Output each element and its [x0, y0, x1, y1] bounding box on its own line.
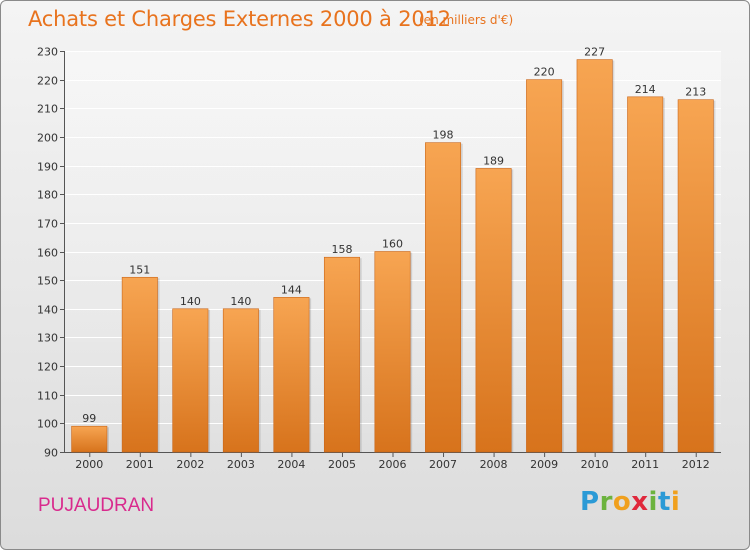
y-tick-label: 130	[37, 332, 58, 345]
logo-letter: t	[657, 487, 671, 517]
y-tick-label: 160	[37, 247, 58, 260]
x-tick-label: 2011	[631, 458, 659, 471]
value-label: 144	[281, 283, 302, 296]
commune-name: PUJAUDRAN	[38, 495, 155, 516]
y-tick-label: 150	[37, 275, 58, 288]
bar-2011	[627, 96, 664, 453]
logo-letter: i	[670, 487, 681, 517]
y-tick-label: 110	[37, 390, 58, 403]
bar-2000	[71, 425, 108, 453]
logo-letter: r	[599, 487, 613, 517]
chart-title: Achats et Charges Externes 2000 à 2012	[28, 7, 451, 31]
bar-2009	[526, 79, 563, 453]
x-tick-labels: 2000 2001 2002 2003 2004 2005 2006 2007 2008 2009…	[75, 458, 709, 471]
bar-2002	[172, 308, 209, 453]
value-label: 140	[180, 295, 201, 308]
x-tick-label: 2010	[581, 458, 609, 471]
x-tick-label: 2007	[429, 458, 457, 471]
bar-2010	[576, 59, 613, 453]
bar-2006	[374, 251, 411, 453]
logo-letter: x	[631, 487, 649, 517]
value-label: 160	[382, 238, 403, 251]
bar-2004	[273, 297, 310, 453]
y-tick-label: 120	[37, 361, 58, 374]
x-tick-label: 2000	[75, 458, 103, 471]
logo-letter: P	[580, 487, 600, 517]
value-label: 140	[230, 295, 251, 308]
logo-letter: o	[612, 487, 632, 517]
bars	[71, 59, 716, 453]
value-label: 189	[483, 154, 504, 167]
value-label: 158	[331, 243, 352, 256]
chart-subtitle: (en milliers d'€)	[419, 13, 514, 27]
bar-2001	[121, 276, 158, 453]
y-tick-label: 90	[44, 447, 58, 460]
x-tick-label: 2004	[277, 458, 305, 471]
y-tick-label: 190	[37, 161, 58, 174]
value-label: 99	[82, 412, 96, 425]
x-tick-label: 2008	[480, 458, 508, 471]
y-tick-labels: 90 100 110 120 130 140 150 160 170 180 190 200 210 22…	[37, 46, 58, 460]
y-tick-label: 230	[37, 46, 58, 59]
x-tick-label: 2003	[227, 458, 255, 471]
bar-2008	[475, 168, 512, 453]
value-label: 213	[685, 86, 706, 99]
y-tick-label: 170	[37, 218, 58, 231]
value-labels: 99 151 140 140 144 158 160 198 189 220 227 214 213	[82, 46, 706, 426]
x-tick-label: 2009	[530, 458, 558, 471]
x-tick-label: 2001	[126, 458, 154, 471]
x-tick-label: 2006	[379, 458, 407, 471]
axes	[60, 51, 721, 457]
y-tick-label: 200	[37, 132, 58, 145]
proxiti-logo: Proxiti	[580, 487, 680, 517]
x-tick-label: 2012	[682, 458, 710, 471]
x-tick-label: 2005	[328, 458, 356, 471]
bar-2003	[222, 308, 259, 453]
x-tick-label: 2002	[176, 458, 204, 471]
value-label: 151	[129, 263, 150, 276]
bar-2007	[425, 142, 462, 453]
y-tick-label: 220	[37, 75, 58, 88]
y-tick-label: 210	[37, 103, 58, 116]
value-label: 214	[635, 83, 656, 96]
y-tick-label: 180	[37, 189, 58, 202]
value-label: 227	[584, 46, 605, 59]
bar-2012	[677, 99, 714, 453]
value-label: 198	[433, 129, 454, 142]
y-tick-label: 100	[37, 418, 58, 431]
logo-letter: i	[648, 487, 658, 517]
bar-2005	[323, 256, 360, 453]
value-label: 220	[534, 66, 555, 79]
y-tick-label: 140	[37, 304, 58, 317]
